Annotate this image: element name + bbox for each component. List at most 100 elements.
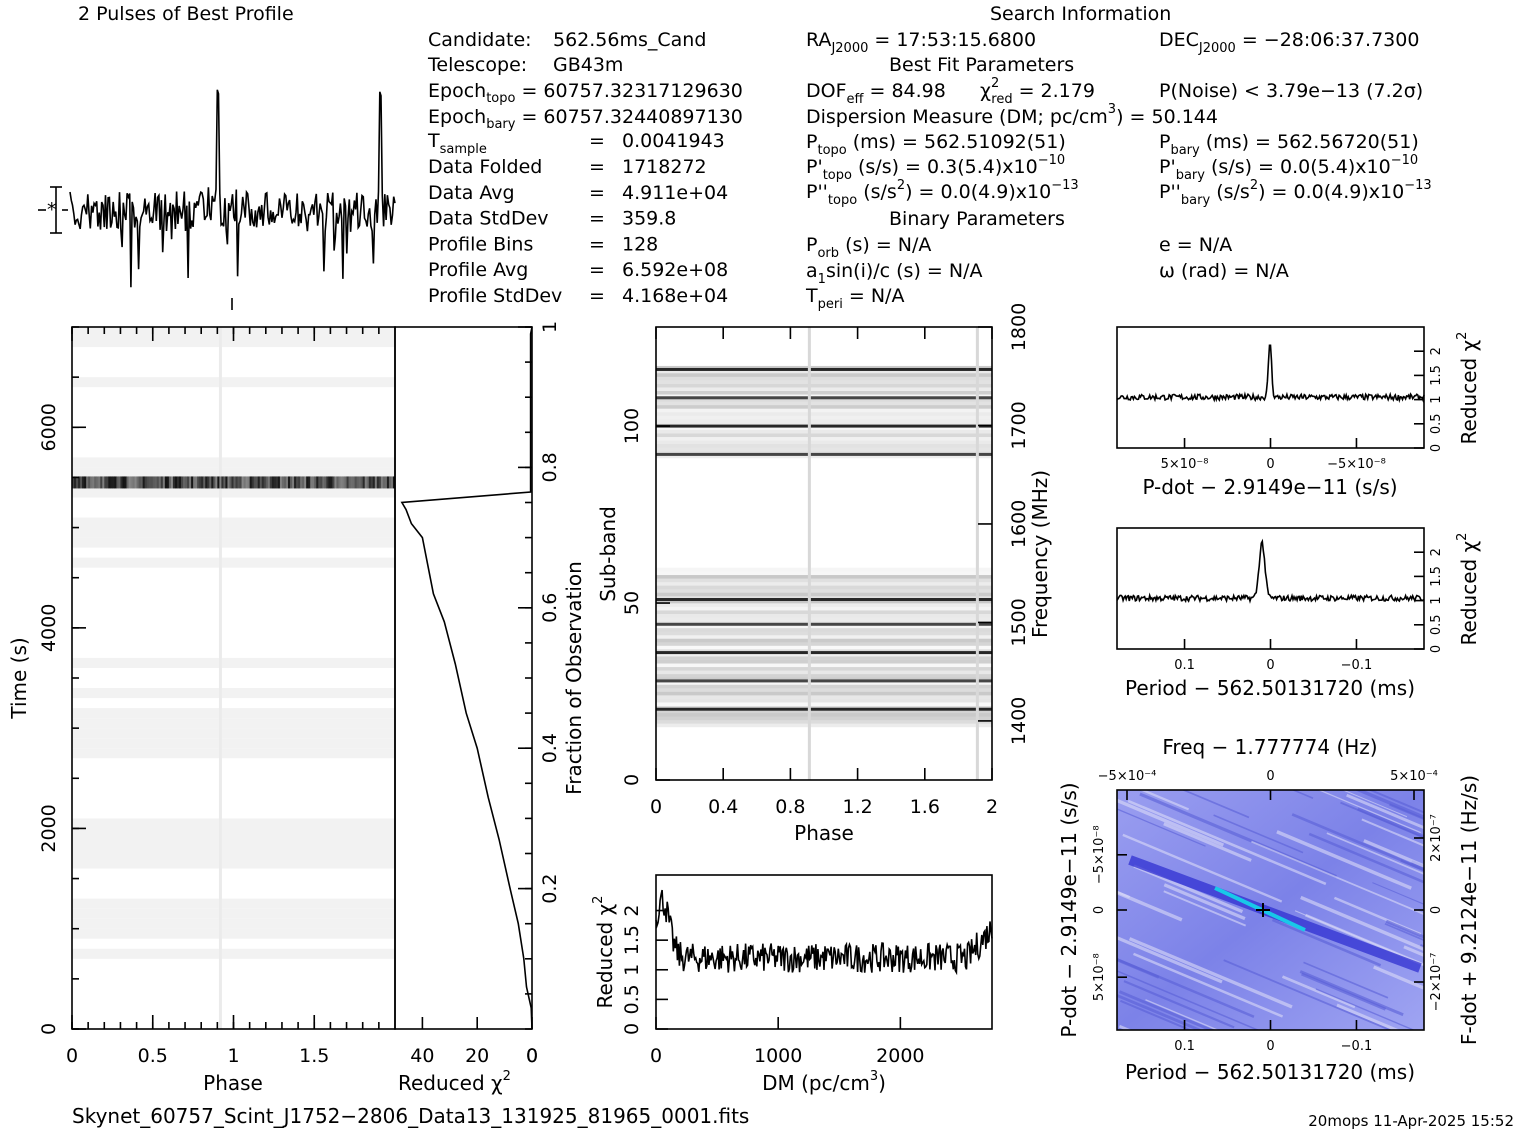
dof-value: = 84.98 [869,80,945,102]
profile-error-bar: * [38,186,68,234]
subband-row [656,673,992,678]
time-phase-band-cell [382,476,386,489]
time-phase-row [72,377,395,388]
period-chi2-ytick-label: 1 [1429,596,1444,604]
period-pdot-x2tick-label: 5×10⁻⁴ [1390,769,1438,784]
subband-row [656,401,992,406]
cumulative-ytick-label: 0.8 [539,452,561,482]
time-phase-band-cell [181,476,184,489]
subband-row [656,641,992,646]
cumulative-ytick-label: 0.4 [539,733,561,763]
period-pdot-xtick-label: 0 [1266,1039,1274,1054]
svg-text:P'topo (s/s) = 0.3(5.4)x10−10: P'topo (s/s) = 0.3(5.4)x10−10 [806,153,1065,183]
time-phase-band-cell [170,476,174,489]
time-phase-band-cell [162,476,166,489]
time-phase-band-cell [203,476,206,489]
time-phase-band-cell [164,476,168,489]
period-pdot-streak [1145,999,1220,1030]
time-phase-row [72,557,395,568]
subband-row [656,440,992,445]
period-pdot-x2tick-label: 0 [1266,769,1274,784]
time-phase-band-cell [271,476,275,489]
time-phase-band-cell [227,476,230,489]
time-phase-row [72,898,395,909]
period-pdot-streak [1122,833,1283,903]
cumulative-xtick-label: 20 [465,1045,489,1067]
subband-row [656,684,992,689]
period-pdot-streak [1489,751,1517,779]
timestamp: 20mops 11-Apr-2025 15:52 [1308,1112,1514,1130]
period-pdot-streak [1163,890,1247,927]
time-phase-band-cell [189,476,192,489]
period-chi2-ytick-label: 1.5 [1429,566,1444,587]
subband-row [656,415,992,420]
time-phase-band-cell [261,476,265,489]
subband-row [656,394,992,399]
subband-row [656,397,992,402]
subband-strong-line [656,452,992,456]
cumulative-ytick-label: 0.2 [539,873,561,903]
subband-row [656,436,992,441]
epoch-bary-value: = 60757.32440897130 [521,106,742,128]
time-phase-band-cell [88,476,91,489]
period-pdot-xtick-label: −0.1 [1341,1039,1373,1054]
time-phase-band-cell [386,476,390,489]
period-pdot-ytick-label: −5×10⁻⁸ [1092,825,1107,884]
subband-row [656,610,992,614]
subband-row [656,376,992,381]
time-phase-band-cell [185,476,188,489]
subband-row [656,634,992,639]
time-phase-band-cell [209,476,212,489]
svg-text:Porb (s) = N/A: Porb (s) = N/A [806,234,931,261]
subband-row [656,645,992,650]
subband-row [656,709,992,714]
profile-line [69,89,396,288]
time-phase-band-cell [324,476,327,489]
time-phase-band-cell [134,476,138,489]
period-pdot-y2tick-label: −2×10⁻⁷ [1429,953,1444,1012]
pdot-chi2-xlabel: P-dot − 2.9149e−11 (s/s) [1142,475,1397,499]
time-phase-band-cell [199,476,202,489]
subband-row [656,599,992,604]
period-pdot-streak [1117,936,1223,984]
time-phase-band-cell [205,476,208,489]
period-pdot-streak [1308,832,1424,884]
period-pdot-streak [1132,952,1284,1018]
period-pdot-plot: Freq − 1.777774 (Hz) 0.1 0 −0.1 −5×10⁻⁴ 0 5×1… [1057,735,1517,1084]
subband-ytick-label: 50 [621,591,643,615]
peak-marker-icon [1256,903,1270,917]
time-phase-band-cell [302,476,305,489]
svg-text:*: * [47,199,57,221]
time-phase-band-cell [340,476,344,489]
time-phase-band-cell [132,476,136,489]
period-pdot-streak [1291,790,1314,799]
pbary-value: (ms) = 562.56720(51) [1200,131,1419,153]
time-phase-band-cell [253,476,257,489]
subband-row [656,567,992,572]
time-phase-band-cell [366,476,370,489]
pnoise: P(Noise) < 3.79e−13 (7.2σ) [1159,80,1423,102]
period-pdot-streak [1357,807,1424,839]
time-phase-band-cell [390,476,394,489]
time-phase-band-cell [300,476,303,489]
time-phase-band-cell [90,476,93,489]
subband-xtick-label: 0.4 [708,796,738,818]
subband-row [656,588,992,593]
time-phase-band-cell [102,476,105,489]
time-phase-row [72,828,395,839]
subband-strong-line [656,424,992,428]
time-phase-band-cell [344,476,348,489]
dm-ytick-label: 2 [621,904,643,916]
info-row: Profile StdDev = 4.168e+04 [428,285,728,307]
time-phase-band-cell [84,476,87,489]
period-pdot-streak [1346,793,1424,830]
time-phase-band-cell [201,476,204,489]
time-phase-band-cell [362,476,366,489]
time-phase-band-cell [94,476,97,489]
subband-row [656,606,992,611]
time-phase-band-cell [233,476,237,489]
period-chi2-frame [1116,527,1425,650]
time-phase-xtick-label: 1 [227,1045,239,1067]
time-phase-band-cell [217,476,220,489]
